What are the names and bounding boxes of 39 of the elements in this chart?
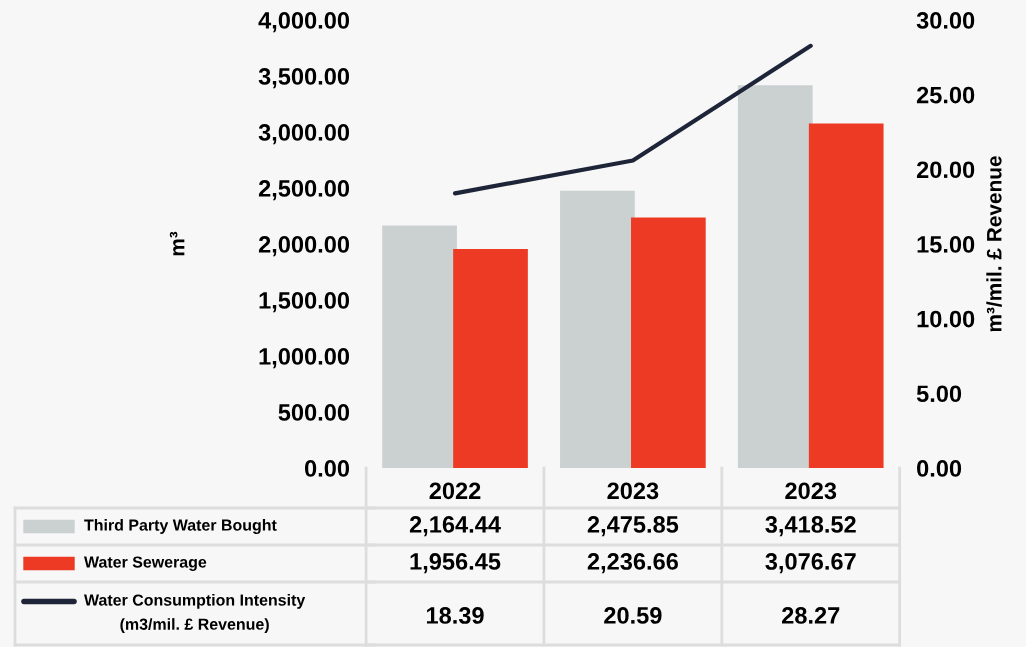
y2-tick-label: 5.00 — [916, 385, 962, 403]
bar — [737, 85, 813, 468]
bar — [560, 190, 635, 468]
y2-tick-label: 20.00 — [916, 161, 975, 179]
y2-tick-label: 25.00 — [916, 86, 975, 104]
bar — [382, 225, 457, 468]
data-label: 2,475.85 — [587, 516, 679, 537]
bar — [631, 217, 706, 468]
legend-label: Third Party Water Bought — [84, 519, 277, 534]
y-tick-label: 3,000.00 — [258, 124, 350, 145]
y2-tick-label: 10.00 — [917, 310, 975, 328]
data-label: 2,236.66 — [587, 553, 678, 574]
y-tick-label: 0.00 — [304, 460, 350, 477]
y-tick-label: 2,500.00 — [258, 180, 350, 201]
data-label: 28.27 — [782, 607, 840, 624]
data-label: 2,164.44 — [409, 516, 501, 537]
y2-axis-title: m³/mil. £ Revenue — [986, 156, 1002, 332]
x-tick-label: 2023 — [785, 482, 837, 500]
y-tick-label: 1,000.00 — [259, 348, 350, 369]
y-axis-title: m³ — [169, 231, 185, 256]
data-label: 1,956.45 — [410, 553, 501, 574]
y-tick-label: 1,500.00 — [259, 292, 350, 313]
y-tick-label: 2,000.00 — [258, 236, 350, 257]
data-label: 20.59 — [604, 607, 662, 624]
legend-label: Water Sewerage — [84, 556, 207, 571]
x-tick-label: 2023 — [607, 482, 659, 500]
data-label: 3,418.52 — [765, 516, 856, 537]
bar — [808, 123, 884, 468]
legend-label: Water Consumption Intensity (m3/mil. £ Revenue) — [84, 593, 306, 634]
y-tick-label: 4,000.00 — [258, 12, 350, 33]
data-label: 3,076.67 — [765, 553, 856, 574]
y2-tick-label: 0.00 — [917, 460, 962, 477]
bar — [453, 248, 528, 468]
y2-tick-label: 15.00 — [917, 236, 975, 253]
x-tick-label: 2022 — [429, 482, 481, 500]
data-label: 18.39 — [426, 607, 484, 624]
y-tick-label: 500.00 — [278, 404, 350, 421]
y-tick-label: 3,500.00 — [258, 68, 350, 89]
y2-tick-label: 30.00 — [916, 12, 975, 29]
